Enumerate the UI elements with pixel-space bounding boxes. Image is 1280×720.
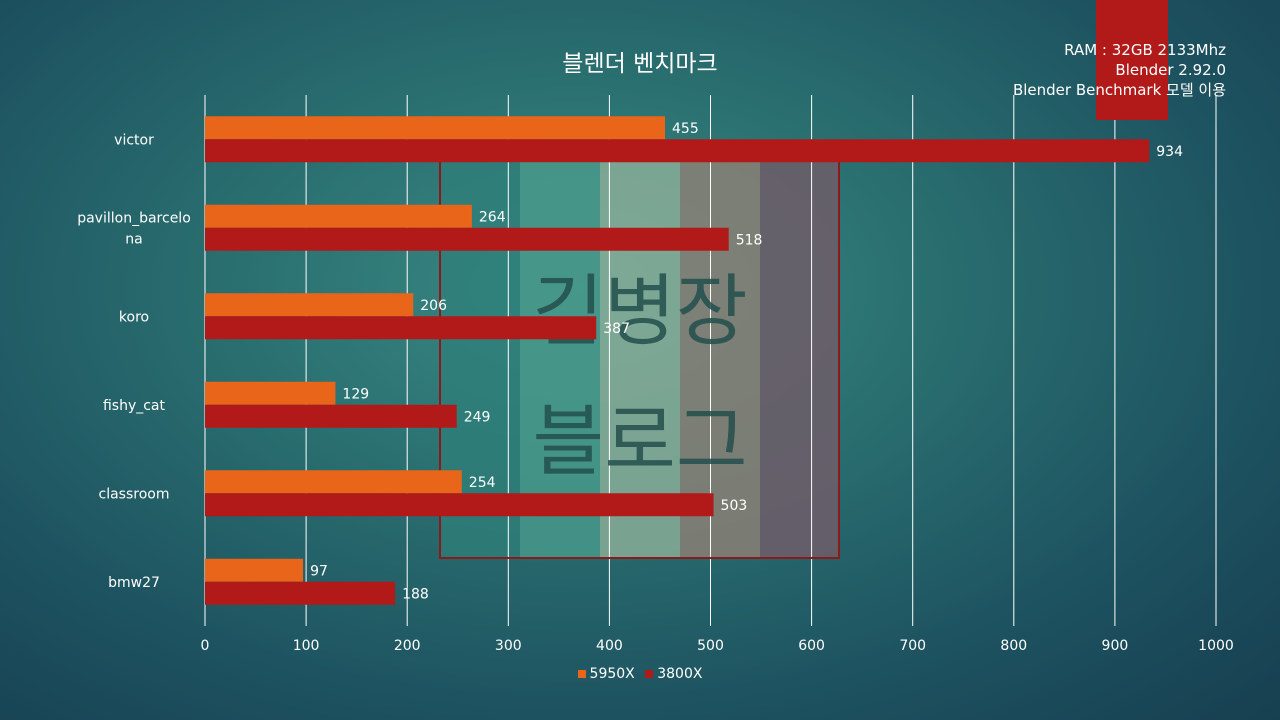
x-tick-label: 0 (201, 638, 210, 654)
category-label-fishy-cat: fishy_cat (103, 398, 166, 414)
red-accent-strip (1096, 0, 1168, 120)
category-label-koro: koro (119, 309, 149, 325)
bar-3800x-koro (205, 316, 597, 340)
watermark-background (440, 160, 840, 558)
bar-3800x-pavillon-barcelona (205, 227, 729, 251)
bar-3800x-victor (205, 139, 1150, 163)
x-tick-label: 300 (495, 638, 522, 654)
data-label-5950x: 455 (672, 121, 699, 137)
x-tick-label: 200 (394, 638, 421, 654)
bar-5950x-bmw27 (205, 558, 304, 582)
x-tick-label: 900 (1102, 638, 1129, 654)
bar-5950x-classroom (205, 470, 462, 494)
x-axis-tick-labels: 0 100 200 300 400 500 600 700 800 900 1000 (201, 638, 1234, 654)
category-label-pavillon-barcelona: na (125, 231, 142, 247)
data-label-3800x: 934 (1156, 144, 1183, 160)
legend: 5950X 3800X (0, 666, 1280, 682)
x-tick-label: 400 (596, 638, 623, 654)
info-benchmark-model: Blender Benchmark 모델 이용 (1012, 81, 1226, 99)
bar-5950x-pavillon-barcelona (205, 204, 472, 228)
category-label-pavillon-barcelona: pavillon_barcelo (77, 210, 191, 226)
bar-series (205, 116, 1150, 605)
x-tick-label: 800 (1000, 638, 1027, 654)
data-label-5950x: 97 (310, 563, 328, 579)
watermark-line-1: 김병장 (532, 267, 747, 357)
legend-item-5950x: 5950X (577, 666, 635, 682)
x-tick-label: 100 (293, 638, 320, 654)
watermark-line-2: 블로그 (532, 397, 747, 487)
x-tick-label: 600 (798, 638, 825, 654)
x-tick-label: 700 (899, 638, 926, 654)
data-label-5950x: 129 (342, 386, 369, 402)
x-tick-label: 500 (697, 638, 724, 654)
legend-swatch-3800x (645, 670, 654, 678)
data-labels: 455 934 264 518 206 387 129 249 254 503 97 188 (310, 121, 1183, 603)
x-tick-label: 1000 (1198, 638, 1234, 654)
bar-3800x-bmw27 (205, 581, 396, 605)
bar-5950x-fishy-cat (205, 381, 336, 405)
legend-item-3800x: 3800X (645, 666, 702, 682)
info-box: RAM : 32GB 2133Mhz Blender 2.92.0 Blende… (1013, 40, 1226, 100)
gridlines (204, 95, 1217, 626)
bar-3800x-fishy-cat (205, 404, 457, 428)
data-label-5950x: 254 (469, 475, 496, 491)
bar-5950x-koro (205, 293, 414, 317)
info-blender-version: Blender 2.92.0 (1115, 61, 1226, 79)
legend-swatch-5950x (577, 670, 586, 678)
info-ram: RAM : 32GB 2133Mhz (1064, 41, 1226, 59)
legend-label-3800x: 3800X (657, 666, 703, 682)
chart-title: 블렌더 벤치마크 (562, 51, 718, 77)
bar-5950x-victor (205, 116, 666, 140)
watermark-text: 김병장 블로그 (532, 267, 747, 487)
category-label-bmw27: bmw27 (108, 575, 160, 591)
data-label-3800x: 188 (402, 586, 429, 602)
data-label-3800x: 503 (721, 498, 748, 514)
data-label-5950x: 264 (479, 209, 506, 225)
bar-3800x-classroom (205, 493, 714, 517)
data-label-3800x: 387 (603, 321, 630, 337)
data-label-5950x: 206 (420, 298, 447, 314)
category-label-classroom: classroom (99, 486, 170, 502)
data-label-3800x: 518 (736, 232, 763, 248)
data-label-3800x: 249 (464, 409, 491, 425)
category-label-victor: victor (114, 132, 154, 148)
legend-label-5950x: 5950X (589, 666, 635, 682)
